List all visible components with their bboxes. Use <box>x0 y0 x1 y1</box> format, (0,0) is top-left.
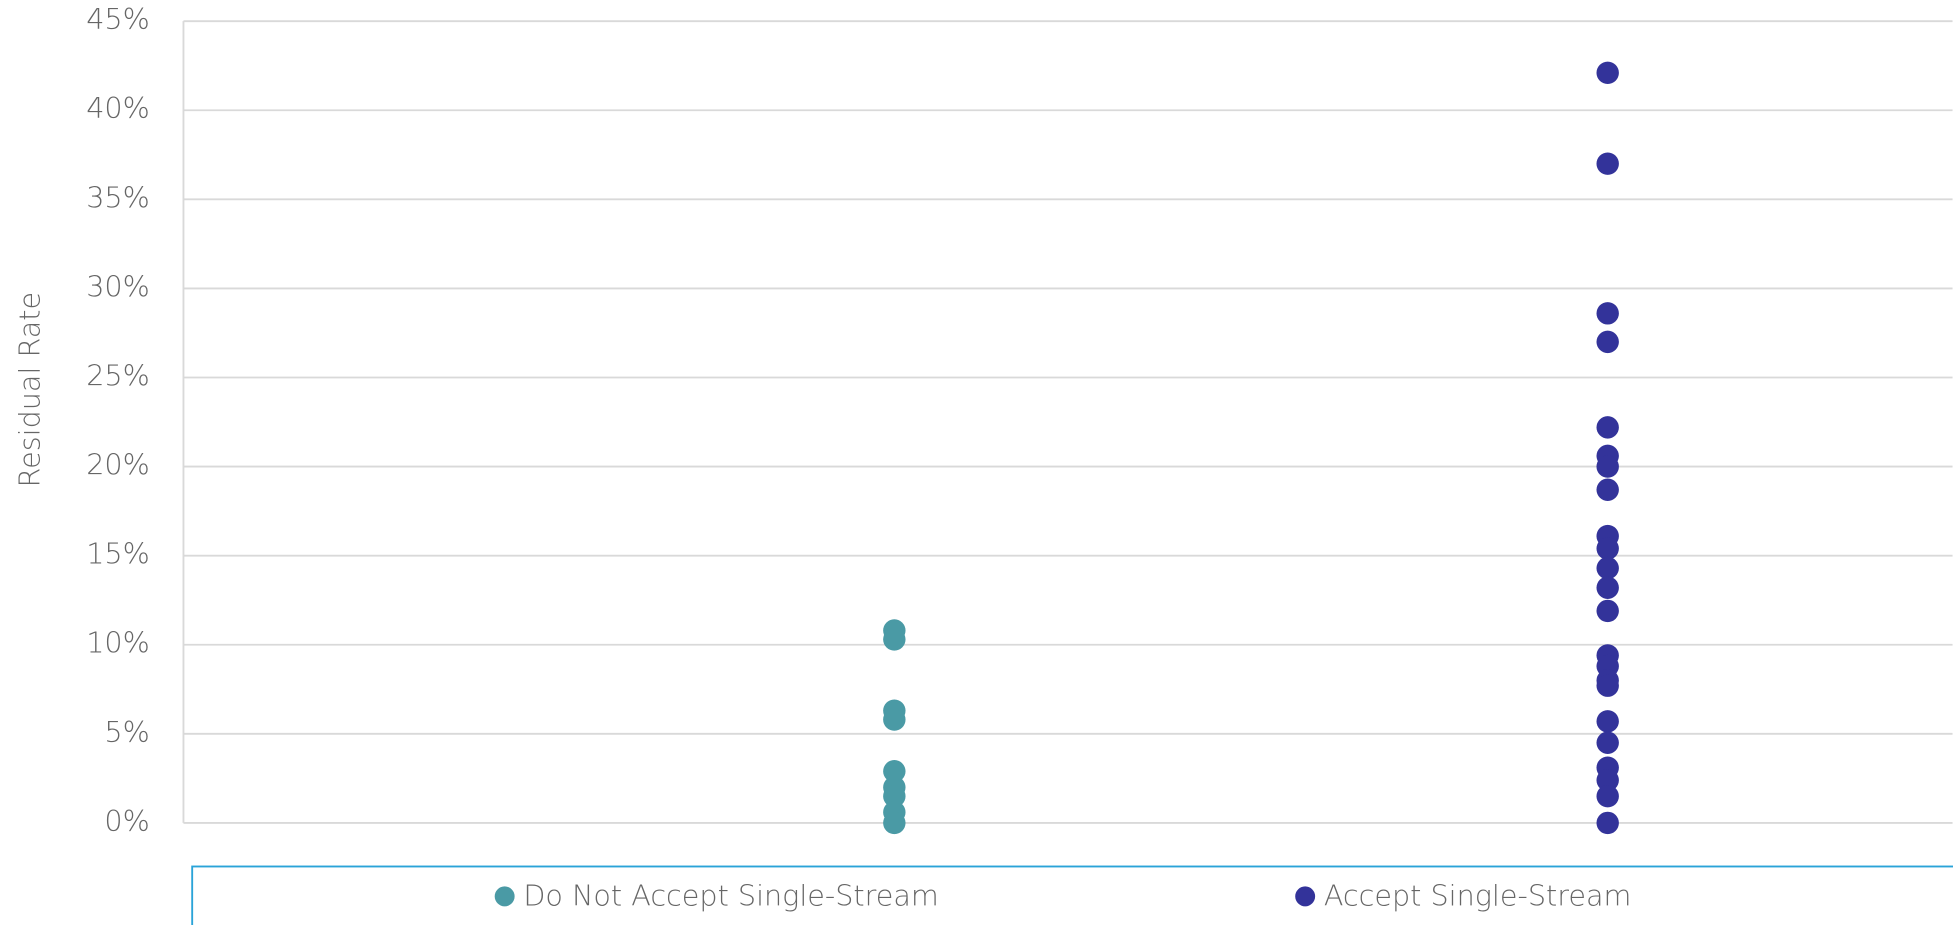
legend-marker <box>1295 886 1316 907</box>
y-tick-label: 0% <box>104 804 149 838</box>
y-tick-label: 15% <box>86 537 150 571</box>
point <box>1596 811 1619 835</box>
point <box>1596 599 1619 623</box>
point <box>1596 710 1619 733</box>
y-tick-label: 20% <box>86 448 150 482</box>
point <box>1596 731 1619 754</box>
point <box>1596 152 1619 175</box>
point <box>1596 61 1619 85</box>
y-tick-label: 40% <box>86 91 150 125</box>
point <box>883 708 906 731</box>
point <box>1596 416 1619 439</box>
y-axis-title: Residual Rate <box>13 292 47 488</box>
y-tick-label: 10% <box>86 626 150 660</box>
point <box>1596 537 1619 560</box>
point <box>1596 302 1619 325</box>
legend-marker <box>494 886 515 907</box>
point <box>1596 556 1619 580</box>
legend-box <box>191 865 1953 925</box>
point <box>1596 455 1619 478</box>
y-tick-label: 25% <box>86 358 150 392</box>
y-tick-label: 30% <box>86 269 150 303</box>
point <box>1596 478 1619 501</box>
point <box>883 628 906 651</box>
point <box>1596 784 1619 808</box>
point <box>1596 330 1619 354</box>
y-tick-label: 35% <box>86 180 150 214</box>
y-tick-label: 5% <box>104 715 149 749</box>
point <box>883 811 906 835</box>
point <box>883 760 906 783</box>
legend-label: Accept Single-Stream <box>1324 879 1632 913</box>
point <box>883 784 906 808</box>
legend-label: Do Not Accept Single-Stream <box>523 879 938 913</box>
point <box>1596 576 1619 599</box>
point <box>1596 674 1619 697</box>
point <box>1596 768 1619 792</box>
y-tick-label: 45% <box>86 2 150 36</box>
